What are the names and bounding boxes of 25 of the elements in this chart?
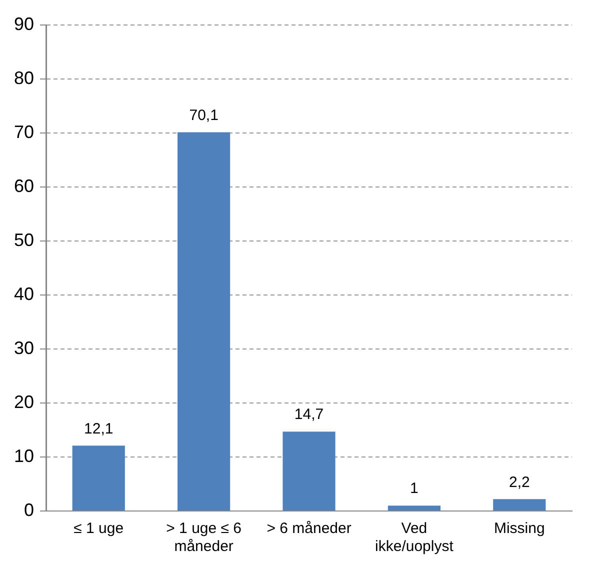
- bar: [178, 132, 230, 510]
- y-tick-label: 80: [14, 68, 34, 88]
- bar: [388, 506, 441, 510]
- y-tick-label: 60: [14, 176, 34, 196]
- y-tick-label: 20: [14, 392, 34, 412]
- data-label: 70,1: [189, 106, 218, 124]
- bar: [282, 432, 336, 510]
- y-tick-label: 0: [24, 500, 34, 520]
- x-tick-label: > 1 uge ≤ 6 måneder: [166, 520, 242, 556]
- data-label: 14,7: [294, 406, 324, 424]
- y-tick-label: 90: [14, 14, 34, 34]
- y-tick-label: 30: [14, 338, 34, 358]
- data-label: 1: [410, 480, 418, 498]
- x-tick-label: Ved ikke/uoplyst: [375, 520, 454, 556]
- x-tick-label: Missing: [494, 520, 545, 538]
- x-tick-label: > 6 måneder: [266, 520, 352, 538]
- data-label: 12,1: [84, 420, 114, 438]
- y-tick-label: 10: [14, 446, 34, 466]
- y-tick-label: 50: [14, 230, 34, 250]
- bar: [493, 499, 546, 510]
- data-label: 2,2: [508, 474, 530, 491]
- y-tick-label: 40: [14, 284, 34, 304]
- y-tick-label: 70: [14, 122, 34, 142]
- x-tick-label: ≤ 1 uge: [74, 520, 124, 538]
- bar: [72, 446, 125, 510]
